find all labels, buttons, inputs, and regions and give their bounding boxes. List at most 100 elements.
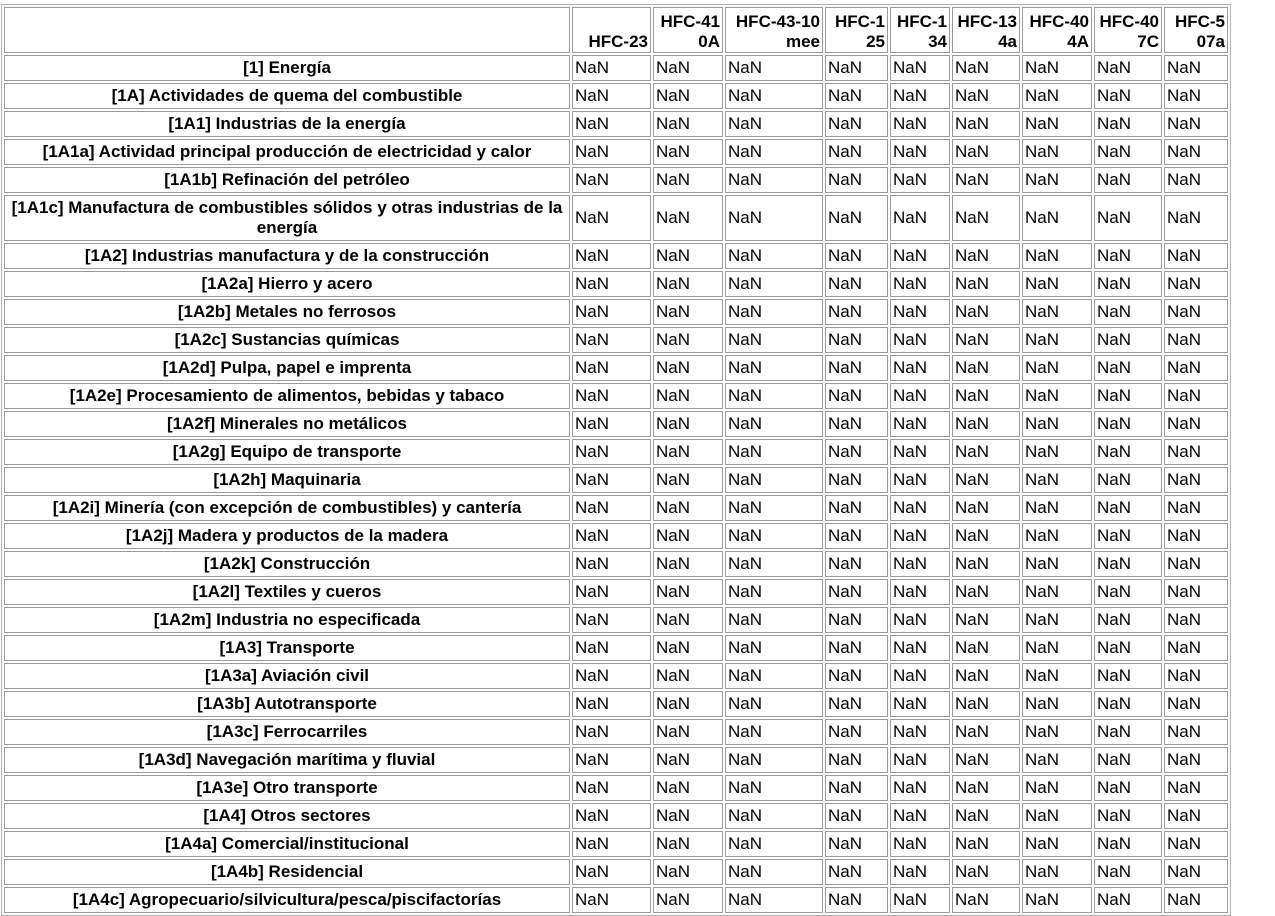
table-cell: NaN (1022, 747, 1092, 773)
table-cell: NaN (890, 195, 950, 241)
table-cell: NaN (825, 83, 888, 109)
row-label: [1] Energía (4, 55, 570, 81)
row-label: [1A4c] Agropecuario/silvicultura/pesca/p… (4, 887, 570, 913)
table-cell: NaN (725, 55, 823, 81)
table-row: [1A4b] Residencial NaN NaN NaN NaN NaN NaN NaN N… (4, 859, 1228, 885)
table-row: [1A4c] Agropecuario/silvicultura/pesca/p… (4, 887, 1228, 913)
row-label: [1A3c] Ferrocarriles (4, 719, 570, 745)
table-cell: NaN (890, 523, 950, 549)
table-row: [1A1b] Refinación del petróleo NaN NaN NaN N… (4, 167, 1228, 193)
row-label: [1A2d] Pulpa, papel e imprenta (4, 355, 570, 381)
table-cell: NaN (1022, 167, 1092, 193)
table-cell: NaN (1094, 111, 1162, 137)
table-cell: NaN (890, 355, 950, 381)
table-cell: NaN (1022, 439, 1092, 465)
table-cell: NaN (1094, 579, 1162, 605)
table-cell: NaN (1094, 495, 1162, 521)
table-row: [1A4] Otros sectores NaN NaN NaN NaN NaN NaN Na… (4, 803, 1228, 829)
row-label: [1A2f] Minerales no metálicos (4, 411, 570, 437)
row-label: [1A3e] Otro transporte (4, 775, 570, 801)
table-cell: NaN (890, 271, 950, 297)
row-label: [1A1a] Actividad principal producción de… (4, 139, 570, 165)
table-cell: NaN (572, 495, 651, 521)
table-cell: NaN (952, 299, 1020, 325)
table-cell: NaN (890, 747, 950, 773)
table-cell: NaN (1164, 271, 1228, 297)
table-row: [1A2b] Metales no ferrosos NaN NaN NaN NaN Na… (4, 299, 1228, 325)
table-cell: NaN (1094, 467, 1162, 493)
table-cell: NaN (1164, 831, 1228, 857)
table-row: [1A2e] Procesamiento de alimentos, bebid… (4, 383, 1228, 409)
table-cell: NaN (952, 635, 1020, 661)
table-cell: NaN (653, 831, 723, 857)
table-cell: NaN (1022, 859, 1092, 885)
table-cell: NaN (890, 803, 950, 829)
table-cell: NaN (1094, 859, 1162, 885)
table-cell: NaN (825, 887, 888, 913)
table-cell: NaN (1022, 271, 1092, 297)
row-label: [1A] Actividades de quema del combustibl… (4, 83, 570, 109)
table-cell: NaN (952, 243, 1020, 269)
table-row: [1A2j] Madera y productos de la madera Na… (4, 523, 1228, 549)
table-cell: NaN (653, 139, 723, 165)
table-row: [1A] Actividades de quema del combustibl… (4, 83, 1228, 109)
table-cell: NaN (952, 271, 1020, 297)
table-cell: NaN (572, 719, 651, 745)
table-cell: NaN (1022, 411, 1092, 437)
table-cell: NaN (890, 607, 950, 633)
table-cell: NaN (653, 691, 723, 717)
table-cell: NaN (1164, 139, 1228, 165)
table-cell: NaN (1094, 383, 1162, 409)
table-cell: NaN (952, 551, 1020, 577)
table-cell: NaN (725, 243, 823, 269)
table-cell: NaN (1094, 803, 1162, 829)
table-cell: NaN (653, 327, 723, 353)
table-cell: NaN (1022, 355, 1092, 381)
row-label: [1A2g] Equipo de transporte (4, 439, 570, 465)
table-cell: NaN (952, 775, 1020, 801)
table-cell: NaN (653, 411, 723, 437)
table-cell: NaN (653, 579, 723, 605)
header-row: HFC-23 HFC-410A HFC-43-10mee HFC-125 HFC-134… (4, 7, 1228, 53)
column-header: HFC-407C (1094, 7, 1162, 53)
table-cell: NaN (825, 607, 888, 633)
table-cell: NaN (725, 111, 823, 137)
table-cell: NaN (653, 439, 723, 465)
table-cell: NaN (1164, 383, 1228, 409)
row-label: [1A3b] Autotransporte (4, 691, 570, 717)
table-cell: NaN (952, 859, 1020, 885)
table-cell: NaN (890, 111, 950, 137)
table-cell: NaN (825, 355, 888, 381)
table-cell: NaN (952, 747, 1020, 773)
table-cell: NaN (1094, 551, 1162, 577)
table-cell: NaN (572, 411, 651, 437)
table-cell: NaN (653, 355, 723, 381)
table-cell: NaN (572, 523, 651, 549)
table-cell: NaN (1022, 635, 1092, 661)
table-row: [1A1a] Actividad principal producción de… (4, 139, 1228, 165)
table-cell: NaN (952, 719, 1020, 745)
table-cell: NaN (725, 859, 823, 885)
table-row: [1A3] Transporte NaN NaN NaN NaN NaN NaN NaN NaN… (4, 635, 1228, 661)
table-cell: NaN (725, 607, 823, 633)
table-cell: NaN (1022, 111, 1092, 137)
table-cell: NaN (1164, 551, 1228, 577)
table-cell: NaN (825, 831, 888, 857)
table-cell: NaN (653, 195, 723, 241)
table-cell: NaN (572, 831, 651, 857)
table-cell: NaN (825, 495, 888, 521)
row-label: [1A2h] Maquinaria (4, 467, 570, 493)
table-cell: NaN (890, 327, 950, 353)
table-cell: NaN (1094, 195, 1162, 241)
column-header: HFC-404A (1022, 7, 1092, 53)
table-cell: NaN (1022, 803, 1092, 829)
table-cell: NaN (952, 831, 1020, 857)
table-cell: NaN (952, 523, 1020, 549)
table-cell: NaN (1164, 719, 1228, 745)
table-cell: NaN (1022, 831, 1092, 857)
table-cell: NaN (1022, 607, 1092, 633)
column-header: HFC-134a (952, 7, 1020, 53)
table-row: [1A1] Industrias de la energía NaN NaN NaN N… (4, 111, 1228, 137)
table-cell: NaN (572, 887, 651, 913)
table-cell: NaN (890, 831, 950, 857)
